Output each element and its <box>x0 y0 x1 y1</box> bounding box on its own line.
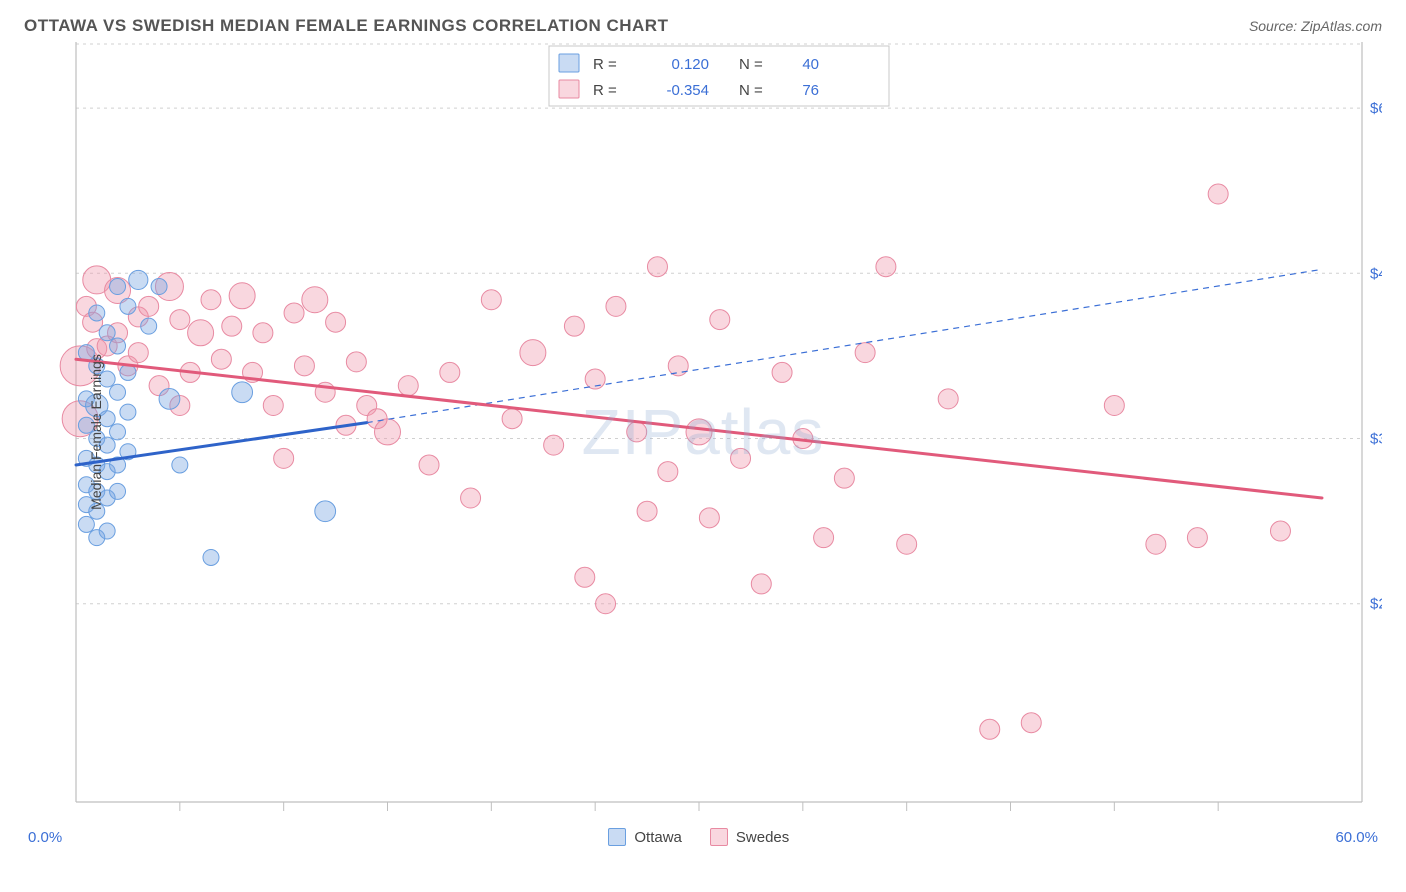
svg-text:0.120: 0.120 <box>671 56 709 73</box>
svg-text:76: 76 <box>802 82 819 99</box>
chart-title: OTTAWA VS SWEDISH MEDIAN FEMALE EARNINGS… <box>24 16 668 36</box>
source-name: ZipAtlas.com <box>1301 18 1382 34</box>
svg-text:$35,000: $35,000 <box>1370 431 1382 448</box>
scatter-chart: $22,500 $35,000 $47,500 $60,000 R = 0.120 N = 4… <box>24 42 1382 822</box>
svg-text:$60,000: $60,000 <box>1370 100 1382 117</box>
chart-header: OTTAWA VS SWEDISH MEDIAN FEMALE EARNINGS… <box>24 16 1382 36</box>
legend-item-swedes: Swedes <box>710 828 789 846</box>
legend-label-swedes: Swedes <box>736 829 789 846</box>
bottom-legend: Ottawa Swedes <box>608 828 789 846</box>
chart-source: Source: ZipAtlas.com <box>1249 18 1382 34</box>
svg-text:R =: R = <box>593 56 617 73</box>
legend-swatch-ottawa <box>608 828 626 846</box>
svg-text:$47,500: $47,500 <box>1370 265 1382 282</box>
svg-text:R =: R = <box>593 82 617 99</box>
svg-text:-0.354: -0.354 <box>666 82 709 99</box>
y-axis-label: Median Female Earnings <box>88 354 104 510</box>
svg-text:N =: N = <box>739 56 763 73</box>
legend-swatch-swedes <box>710 828 728 846</box>
x-axis-min: 0.0% <box>28 829 62 846</box>
x-axis-max: 60.0% <box>1335 829 1378 846</box>
chart-area: Median Female Earnings ZIPatlas $22,500$… <box>24 42 1382 822</box>
legend-label-ottawa: Ottawa <box>634 829 682 846</box>
svg-text:$22,500: $22,500 <box>1370 596 1382 613</box>
chart-footer: 0.0% Ottawa Swedes 60.0% <box>24 828 1382 846</box>
legend-item-ottawa: Ottawa <box>608 828 682 846</box>
svg-text:40: 40 <box>802 56 819 73</box>
svg-text:N =: N = <box>739 82 763 99</box>
source-prefix: Source: <box>1249 18 1301 34</box>
